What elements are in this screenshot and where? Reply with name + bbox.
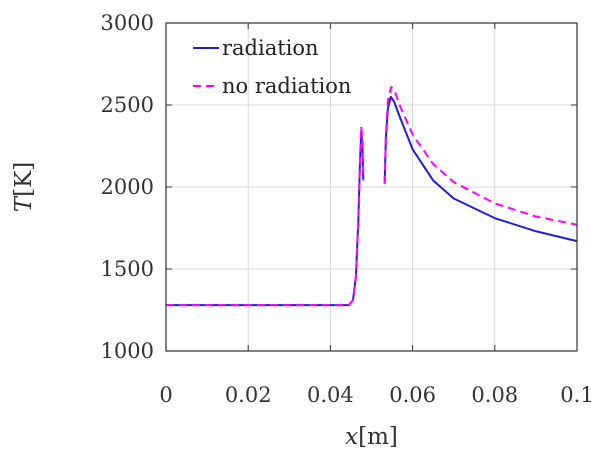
- legend-label-no-radiation: no radiation: [222, 74, 351, 98]
- x-tick-label: 0.08: [471, 383, 518, 407]
- grid: [165, 22, 578, 352]
- x-tick-label: 0.1: [560, 383, 591, 407]
- series-layer: [166, 85, 578, 307]
- legend: radiation no radiation: [193, 36, 351, 98]
- x-tick-label: 0.02: [225, 383, 272, 407]
- x-axis-unit: [m]: [358, 424, 398, 450]
- y-tick-label: 2500: [101, 93, 154, 117]
- y-tick-label: 2000: [101, 175, 154, 199]
- y-axis-unit: [K]: [11, 162, 37, 197]
- series-line-radiation-0: [166, 130, 365, 307]
- legend-label-radiation: radiation: [222, 36, 319, 60]
- y-tick-label: 1500: [101, 257, 154, 281]
- x-tick-label: 0.04: [307, 383, 354, 407]
- x-tick-label: 0: [159, 383, 172, 407]
- series-line-no-radiation-1: [383, 85, 578, 226]
- y-tick-label: 3000: [101, 11, 154, 35]
- x-axis-label: x[m]: [345, 424, 398, 450]
- y-tick-label: 1000: [101, 339, 154, 363]
- y-axis-label: T[K]: [11, 162, 37, 212]
- x-tick-label: 0.06: [389, 383, 436, 407]
- series-line-no-radiation-0: [166, 125, 365, 307]
- x-axis-variable: x: [345, 424, 358, 450]
- y-axis-variable: T: [11, 195, 37, 212]
- tick-labels: 0 0.02 0.04 0.06 0.08 0.1 1000 1500 2000 2500 3000: [101, 11, 591, 407]
